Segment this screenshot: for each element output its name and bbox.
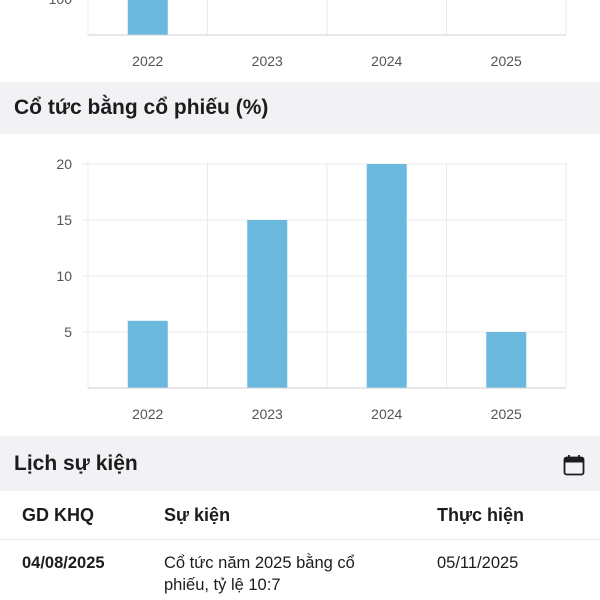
x-tick-label: 2025 bbox=[491, 406, 522, 422]
row-event-line1: Cổ tức năm 2025 bằng cổ bbox=[164, 554, 355, 572]
x-tick-label: 2025 bbox=[491, 53, 522, 69]
col-header-su-kien: Sự kiện bbox=[164, 505, 231, 525]
events-table-header: GD KHQ Sự kiện Thực hiện bbox=[0, 491, 600, 540]
stock-dividend-chart: 5 10 15 20 2022 2023 2024 2025 bbox=[56, 156, 567, 422]
calendar-icon[interactable] bbox=[562, 453, 586, 477]
y-tick-label: 100 bbox=[49, 0, 73, 7]
table-row[interactable]: 04/08/2025 Cổ tức năm 2025 bằng cổ phiếu… bbox=[0, 540, 600, 600]
cash-dividend-chart-partial: 100 2022 2023 2024 2025 bbox=[0, 0, 600, 82]
x-tick-label: 2022 bbox=[132, 406, 163, 422]
col-header-thuc-hien: Thực hiện bbox=[437, 505, 525, 525]
x-tick-label: 2023 bbox=[252, 406, 283, 422]
top-chart-svg: 100 2022 2023 2024 2025 bbox=[49, 0, 567, 69]
bar bbox=[247, 220, 288, 388]
stock-dividend-header: Cổ tức bằng cổ phiếu (%) bbox=[0, 82, 600, 134]
events-header: Lịch sự kiện bbox=[0, 436, 600, 491]
events-title: Lịch sự kiện bbox=[14, 452, 138, 475]
row-execute-date: 05/11/2025 bbox=[437, 554, 519, 572]
bar bbox=[127, 0, 168, 35]
x-tick-label: 2024 bbox=[371, 406, 402, 422]
bar bbox=[486, 332, 527, 388]
y-tick-label: 10 bbox=[56, 268, 72, 284]
stock-dividend-chart-panel: 5 10 15 20 2022 2023 2024 2025 bbox=[0, 134, 600, 436]
row-event-line2: phiếu, tỷ lệ 10:7 bbox=[164, 576, 281, 594]
y-tick-label: 20 bbox=[56, 156, 72, 172]
x-tick-label: 2024 bbox=[371, 53, 402, 69]
stock-dividend-title: Cổ tức bằng cổ phiếu (%) bbox=[14, 96, 269, 119]
row-date: 04/08/2025 bbox=[22, 554, 105, 572]
y-tick-label: 5 bbox=[64, 324, 72, 340]
col-header-gd-khq: GD KHQ bbox=[22, 505, 94, 525]
x-tick-label: 2023 bbox=[252, 53, 283, 69]
y-tick-label: 15 bbox=[56, 212, 72, 228]
x-tick-label: 2022 bbox=[132, 53, 163, 69]
bar bbox=[127, 320, 168, 388]
bar bbox=[366, 164, 407, 388]
row-event: Cổ tức năm 2025 bằng cổ phiếu, tỷ lệ 10:… bbox=[164, 552, 355, 596]
